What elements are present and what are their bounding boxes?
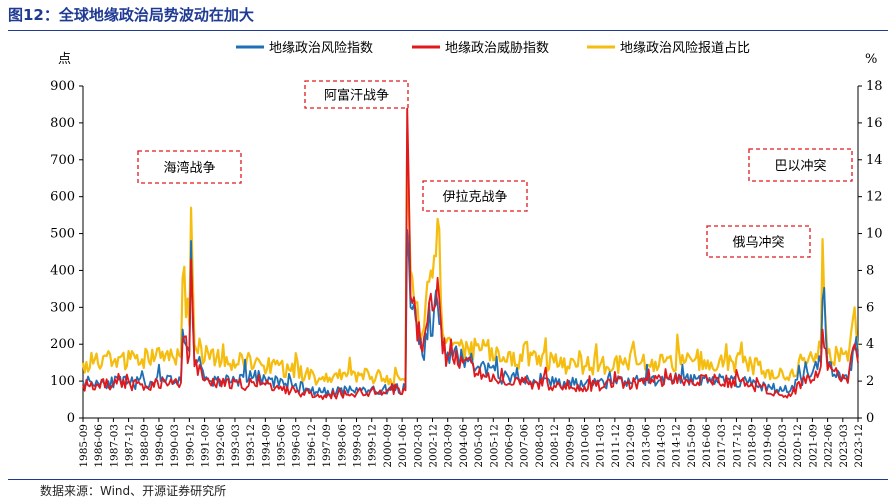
x-tick-label: 1993-12 <box>245 424 257 468</box>
annotation-label: 海湾战争 <box>163 160 215 176</box>
y-right-tick-label: 18 <box>866 79 883 94</box>
y-right-tick-label: 0 <box>866 411 874 426</box>
x-tick-label: 1993-03 <box>230 424 242 468</box>
y-left-tick-label: 900 <box>50 79 75 94</box>
x-tick-label: 2003-09 <box>443 424 455 468</box>
annotation-label: 巴以冲突 <box>774 158 826 174</box>
y-left-tick-label: 300 <box>50 300 75 315</box>
y-right-tick-label: 14 <box>866 153 883 168</box>
x-tick-label: 2021-09 <box>807 424 819 468</box>
x-tick-label: 2007-06 <box>519 424 531 468</box>
x-tick-label: 1995-06 <box>276 424 288 468</box>
legend-label-2: 地缘政治风险报道占比 <box>620 41 750 56</box>
x-tick-label: 1987-12 <box>124 424 136 468</box>
y-right-tick-label: 2 <box>866 374 874 389</box>
y-left-tick-label: 600 <box>50 190 75 205</box>
x-tick-label: 2004-06 <box>458 424 470 468</box>
x-tick-label: 2014-12 <box>671 424 683 468</box>
x-tick-label: 2022-06 <box>823 424 835 468</box>
x-tick-label: 2020-12 <box>792 424 804 468</box>
x-tick-label: 2000-09 <box>382 424 394 468</box>
x-tick-label: 1999-12 <box>367 424 379 468</box>
series-line-2 <box>81 131 860 387</box>
x-tick-label: 2013-06 <box>640 424 652 468</box>
x-tick-label: 1988-09 <box>139 424 151 468</box>
title-divider <box>8 30 888 31</box>
x-tick-label: 2023-12 <box>853 424 865 468</box>
x-tick-label: 2017-12 <box>731 424 743 468</box>
x-tick-label: 2012-09 <box>625 424 637 468</box>
x-tick-label: 2010-06 <box>579 424 591 468</box>
y-left-tick-label: 400 <box>50 263 75 278</box>
x-tick-label: 2009-09 <box>564 424 576 468</box>
x-tick-label: 1997-09 <box>321 424 333 468</box>
x-tick-label: 1990-12 <box>184 424 196 468</box>
series-line-1 <box>82 103 859 401</box>
x-tick-label: 1990-03 <box>169 424 181 468</box>
y-left-tick-label: 800 <box>50 116 75 131</box>
x-tick-label: 2001-06 <box>397 424 409 468</box>
x-tick-label: 1989-06 <box>154 424 166 468</box>
y-right-tick-label: 8 <box>866 263 874 278</box>
x-tick-label: 2016-06 <box>701 424 713 468</box>
y-left-unit: 点 <box>58 52 71 67</box>
x-tick-label: 2008-12 <box>549 424 561 468</box>
annotation-box <box>137 150 242 184</box>
x-tick-label: 2002-12 <box>428 424 440 468</box>
annotation-box <box>748 148 853 182</box>
y-left-tick-label: 500 <box>50 227 75 242</box>
y-left-tick-label: 200 <box>50 337 75 352</box>
x-tick-label: 1998-06 <box>336 424 348 468</box>
x-tick-label: 2011-12 <box>610 424 622 468</box>
x-tick-label: 2006-09 <box>503 424 515 468</box>
x-tick-label: 2008-03 <box>534 424 546 468</box>
annotation-box <box>706 225 811 258</box>
legend-label-1: 地缘政治威胁指数 <box>445 41 549 56</box>
legend-label-0: 地缘政治风险指数 <box>269 41 373 56</box>
x-tick-label: 2015-09 <box>686 424 698 468</box>
annotation-box <box>422 180 528 212</box>
annotation-label: 伊拉克战争 <box>442 190 507 205</box>
x-tick-label: 2014-03 <box>655 424 667 468</box>
y-right-tick-label: 12 <box>866 190 883 205</box>
x-tick-label: 1991-09 <box>200 424 212 468</box>
x-tick-label: 1996-12 <box>306 424 318 468</box>
x-tick-label: 1999-03 <box>352 424 364 468</box>
y-left-tick-label: 700 <box>50 153 75 168</box>
x-tick-label: 2011-03 <box>595 424 607 468</box>
x-tick-label: 2005-03 <box>473 424 485 468</box>
y-right-tick-label: 16 <box>866 116 883 131</box>
x-tick-label: 1994-09 <box>260 424 272 468</box>
x-tick-label: 2023-03 <box>838 424 850 468</box>
x-tick-label: 1987-03 <box>108 424 120 468</box>
x-tick-label: 2005-12 <box>488 424 500 468</box>
x-tick-label: 1986-06 <box>93 424 105 468</box>
annotation-label: 俄乌冲突 <box>732 235 784 251</box>
x-tick-label: 2002-03 <box>412 424 424 468</box>
annotation-box <box>304 80 409 109</box>
y-right-tick-label: 10 <box>866 227 883 242</box>
y-left-tick-label: 0 <box>67 411 75 426</box>
annotation-label: 阿富汗战争 <box>324 88 389 104</box>
source-note: 数据来源：Wind、开源证券研究所 <box>40 484 227 498</box>
y-right-tick-label: 4 <box>866 337 874 352</box>
y-left-tick-label: 100 <box>50 374 75 389</box>
x-tick-label: 2018-09 <box>747 424 759 468</box>
x-tick-label: 1985-09 <box>78 424 90 468</box>
y-right-unit: % <box>865 52 877 67</box>
x-tick-label: 2019-06 <box>762 424 774 468</box>
figure-title: 图12：全球地缘政治局势波动在加大 <box>8 6 254 24</box>
x-tick-label: 2020-03 <box>777 424 789 468</box>
x-tick-label: 1992-06 <box>215 424 227 468</box>
x-tick-label: 1996-03 <box>291 424 303 468</box>
source-divider <box>8 479 888 480</box>
x-tick-label: 2017-03 <box>716 424 728 468</box>
y-right-tick-label: 6 <box>866 300 874 315</box>
